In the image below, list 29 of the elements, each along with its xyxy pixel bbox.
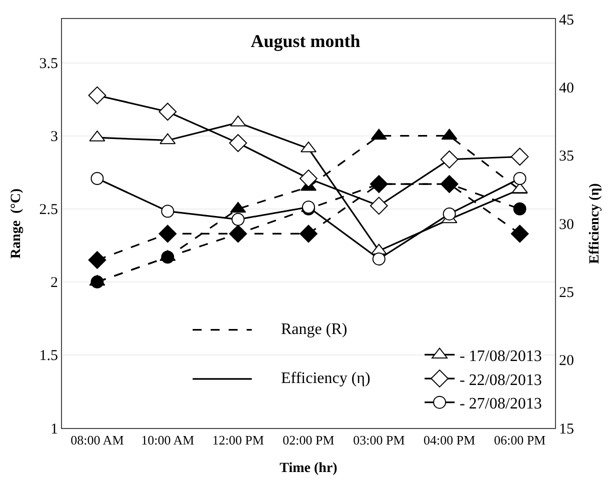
y2-tick-label: 25 xyxy=(559,284,574,301)
y-tick-label: 1 xyxy=(50,421,58,438)
x-tick-label: 12:00 PM xyxy=(212,432,264,448)
y-tick-label: 3 xyxy=(50,129,58,146)
y2-tick-label: 40 xyxy=(559,80,574,96)
x-tick-label: 08:00 AM xyxy=(70,432,124,448)
y-tick-label: 2 xyxy=(50,275,58,292)
y-tick-label: 1.5 xyxy=(39,348,58,364)
legend-label: - 27/08/2013 xyxy=(460,396,542,413)
y-axis-title: Range (°C) xyxy=(8,188,24,259)
legend-label: - 22/08/2013 xyxy=(460,372,542,389)
y-tick-label: 2.5 xyxy=(39,202,58,218)
text: August month xyxy=(250,31,360,52)
y-tick-label: 3.5 xyxy=(39,56,58,72)
y2-tick-label: 20 xyxy=(559,353,574,370)
x-tick-label: 04:00 PM xyxy=(424,432,476,448)
annotation: Efficiency (η) xyxy=(281,370,370,387)
y2-tick-label: 30 xyxy=(559,216,574,233)
x-tick-label: 10:00 AM xyxy=(141,432,195,448)
y2-tick-label: 45 xyxy=(559,12,574,28)
x-tick-label: 03:00 PM xyxy=(353,432,406,448)
y2-axis-title: Efficiency (η) xyxy=(587,182,602,264)
x-tick-label: 06:00 PM xyxy=(494,432,546,448)
x-tick-label: 02:00 PM xyxy=(282,432,335,448)
legend-label: - 17/08/2013 xyxy=(460,348,542,365)
x-axis-title: Time (hr) xyxy=(280,460,338,476)
y2-tick-label: 35 xyxy=(559,148,574,165)
annotation: Range (R) xyxy=(281,321,348,338)
y2-tick-label: 15 xyxy=(559,421,574,438)
